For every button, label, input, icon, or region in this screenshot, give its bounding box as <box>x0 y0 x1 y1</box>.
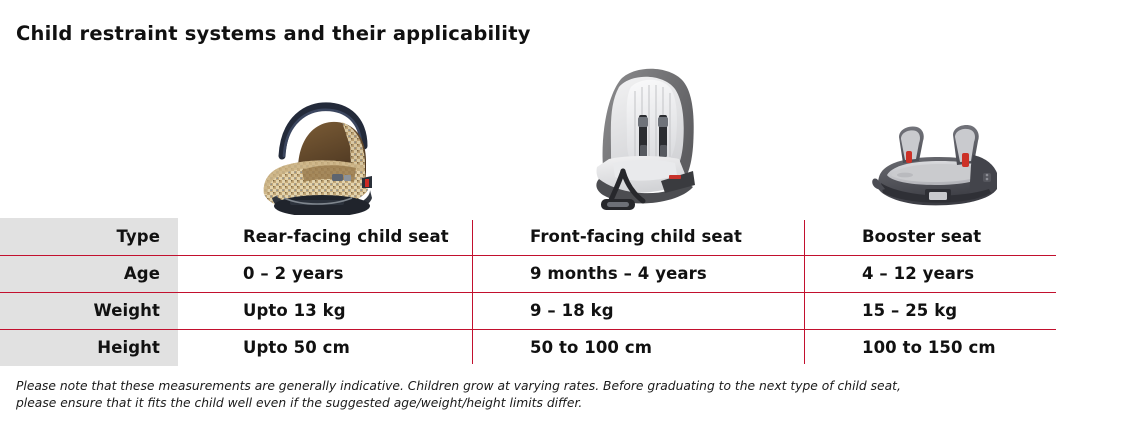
row-label-age: Age <box>123 264 160 283</box>
row-divider-1 <box>0 255 1056 256</box>
table-row: Type Rear-facing child seat Front-facing… <box>0 218 1056 255</box>
cell-type-booster: Booster seat <box>862 227 982 246</box>
cell-weight-front-facing: 9 – 18 kg <box>530 301 614 320</box>
table-row: Height Upto 50 cm 50 to 100 cm 100 to 15… <box>0 329 1056 366</box>
column-divider-1 <box>472 220 473 364</box>
cell-type-rear-facing: Rear-facing child seat <box>243 227 449 246</box>
cell-age-rear-facing: 0 – 2 years <box>243 264 344 283</box>
cell-height-front-facing: 50 to 100 cm <box>530 338 653 357</box>
front-facing-child-seat-image <box>565 55 715 215</box>
rear-facing-child-seat-image <box>240 90 380 215</box>
table-row: Weight Upto 13 kg 9 – 18 kg 15 – 25 kg <box>0 292 1056 329</box>
cell-type-front-facing: Front-facing child seat <box>530 227 742 246</box>
footnote-line-2: please ensure that it fits the child wel… <box>16 396 583 410</box>
row-divider-2 <box>0 292 1056 293</box>
cell-age-front-facing: 9 months – 4 years <box>530 264 707 283</box>
cell-height-rear-facing: Upto 50 cm <box>243 338 350 357</box>
footnote-line-1: Please note that these measurements are … <box>16 379 901 393</box>
cell-age-booster: 4 – 12 years <box>862 264 975 283</box>
cell-height-booster: 100 to 150 cm <box>862 338 996 357</box>
booster-seat-image <box>865 115 1010 210</box>
table-row: Age 0 – 2 years 9 months – 4 years 4 – 1… <box>0 255 1056 292</box>
column-divider-2 <box>804 220 805 364</box>
cell-weight-rear-facing: Upto 13 kg <box>243 301 346 320</box>
row-label-type: Type <box>116 227 160 246</box>
row-divider-3 <box>0 329 1056 330</box>
page-title: Child restraint systems and their applic… <box>16 22 531 45</box>
footnote: Please note that these measurements are … <box>16 378 1016 412</box>
cell-weight-booster: 15 – 25 kg <box>862 301 958 320</box>
row-label-weight: Weight <box>93 301 160 320</box>
spec-table: Type Rear-facing child seat Front-facing… <box>0 218 1140 366</box>
row-label-height: Height <box>97 338 160 357</box>
illustration-band <box>0 50 1140 218</box>
